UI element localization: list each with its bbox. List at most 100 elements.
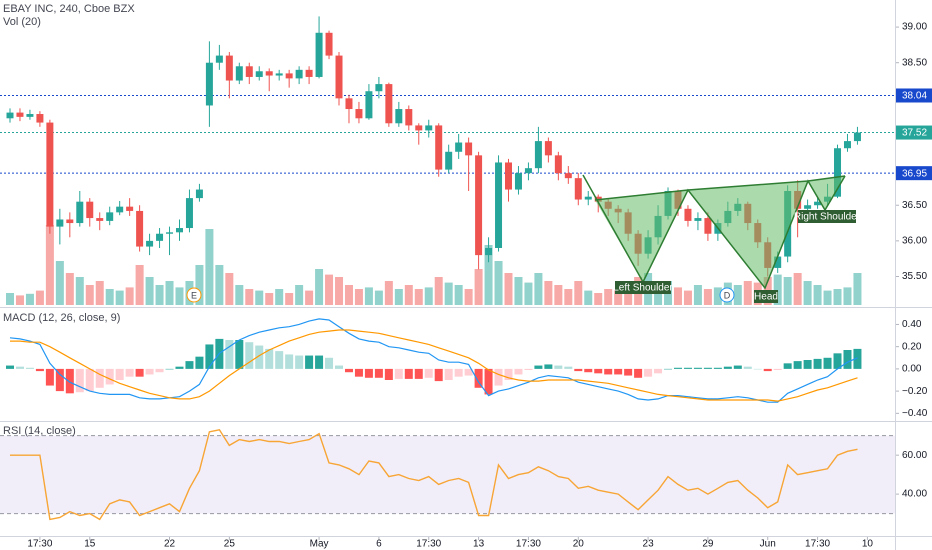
macd-histogram-bar xyxy=(305,355,314,369)
volume-bar xyxy=(594,293,603,305)
macd-histogram-bar xyxy=(693,367,702,369)
candle-body xyxy=(305,69,313,77)
macd-histogram-bar xyxy=(504,368,513,380)
macd-histogram-bar xyxy=(404,368,413,379)
candle-body xyxy=(853,132,861,142)
macd-histogram-bar xyxy=(315,355,324,369)
pattern-neckline xyxy=(594,175,846,201)
rsi-title: RSI (14, close) xyxy=(3,425,76,437)
candle-body xyxy=(514,173,522,190)
macd-histogram-bar xyxy=(135,368,144,377)
macd-histogram-bar xyxy=(474,368,483,388)
macd-histogram-bar xyxy=(424,368,433,378)
candle-body xyxy=(185,198,193,229)
volume-bar xyxy=(6,293,14,305)
x-tick-label: Jun xyxy=(760,539,776,550)
volume-bar xyxy=(624,285,633,305)
pattern-fill xyxy=(688,181,808,288)
x-tick-label: 20 xyxy=(573,539,585,550)
candle-body xyxy=(76,201,84,224)
y-tick-label: 36.00 xyxy=(902,236,927,247)
volume-bar xyxy=(773,274,782,305)
annotation-label: Left Shoulder xyxy=(613,283,673,294)
volume-bar xyxy=(105,289,114,305)
chart-title: EBAY INC, 240, Cboe BZX xyxy=(3,3,135,15)
y-tick-label: 40.00 xyxy=(902,489,927,500)
macd-line xyxy=(9,318,858,403)
candle-body xyxy=(126,206,134,211)
x-tick-label: 15 xyxy=(84,539,96,550)
macd-histogram-bar xyxy=(664,368,673,370)
price-level-tag xyxy=(896,125,932,140)
volume-bar xyxy=(823,290,832,305)
volume-bar xyxy=(285,293,294,305)
volume-bar xyxy=(45,225,54,305)
candle-body xyxy=(56,219,64,227)
rsi-line xyxy=(10,429,858,521)
candle-body xyxy=(195,189,203,199)
volume-bar xyxy=(584,290,593,305)
x-tick-label: 17:30 xyxy=(416,539,441,550)
macd-histogram-bar xyxy=(594,368,603,374)
volume-bar xyxy=(235,285,244,305)
price-level-tag xyxy=(896,166,932,181)
candle-body xyxy=(205,62,213,106)
macd-histogram-bar xyxy=(723,366,732,369)
dividend-marker[interactable] xyxy=(719,287,735,303)
candle-body xyxy=(156,233,164,241)
y-tick-label: 35.50 xyxy=(902,271,927,282)
macd-histogram-bar xyxy=(374,368,383,378)
macd-histogram-bar xyxy=(753,368,762,370)
candle-body xyxy=(564,173,572,179)
macd-histogram-bar xyxy=(414,368,423,379)
macd-histogram-bar xyxy=(743,366,752,369)
volume-bar xyxy=(713,287,722,305)
y-tick-label: 39.00 xyxy=(902,22,927,33)
candle-body xyxy=(704,218,712,234)
candle-body xyxy=(684,208,692,221)
volume-bar xyxy=(783,277,792,305)
volume-bar xyxy=(444,282,453,305)
volume-bar xyxy=(95,281,104,305)
macd-histogram-bar xyxy=(394,368,403,379)
x-tick-label: 17:30 xyxy=(516,539,541,550)
macd-histogram-bar xyxy=(464,368,473,376)
candle-body xyxy=(116,206,124,213)
volume-bar xyxy=(843,287,852,305)
macd-histogram-bar xyxy=(733,365,742,369)
candle-body xyxy=(295,69,303,79)
macd-histogram-bar xyxy=(564,366,573,369)
price-level-label: 38.04 xyxy=(902,91,927,102)
macd-histogram-bar xyxy=(95,368,104,388)
volume-bar xyxy=(554,285,563,305)
macd-histogram-bar xyxy=(783,363,792,369)
macd-line xyxy=(10,329,858,402)
candle-body xyxy=(375,84,383,92)
macd-histogram-bar xyxy=(265,348,274,369)
volume-bar xyxy=(195,265,204,305)
macd-histogram-bar xyxy=(125,368,134,377)
earnings-marker[interactable] xyxy=(186,287,202,303)
volume-bar xyxy=(673,287,682,305)
macd-histogram-bar xyxy=(25,367,34,369)
candle-body xyxy=(46,122,54,227)
volume-bar xyxy=(65,273,74,305)
volume-bar xyxy=(205,229,214,305)
volume-bar xyxy=(743,281,752,305)
y-tick-label: 0.20 xyxy=(902,341,922,352)
macd-histogram-bar xyxy=(793,361,802,369)
macd-histogram-bar xyxy=(823,357,832,369)
macd-histogram-bar xyxy=(534,365,543,369)
macd-histogram-bar xyxy=(444,368,453,380)
volume-bar xyxy=(354,289,363,305)
volume-bar xyxy=(504,273,513,305)
volume-bar xyxy=(374,290,383,305)
macd-histogram-bar xyxy=(6,365,14,369)
macd-histogram-bar xyxy=(255,345,264,369)
macd-histogram-bar xyxy=(554,365,563,369)
volume-bar xyxy=(255,290,264,305)
volume-bar xyxy=(853,273,862,305)
candle-body xyxy=(106,212,114,221)
macd-histogram-bar xyxy=(544,364,553,369)
candle-body xyxy=(86,201,94,219)
